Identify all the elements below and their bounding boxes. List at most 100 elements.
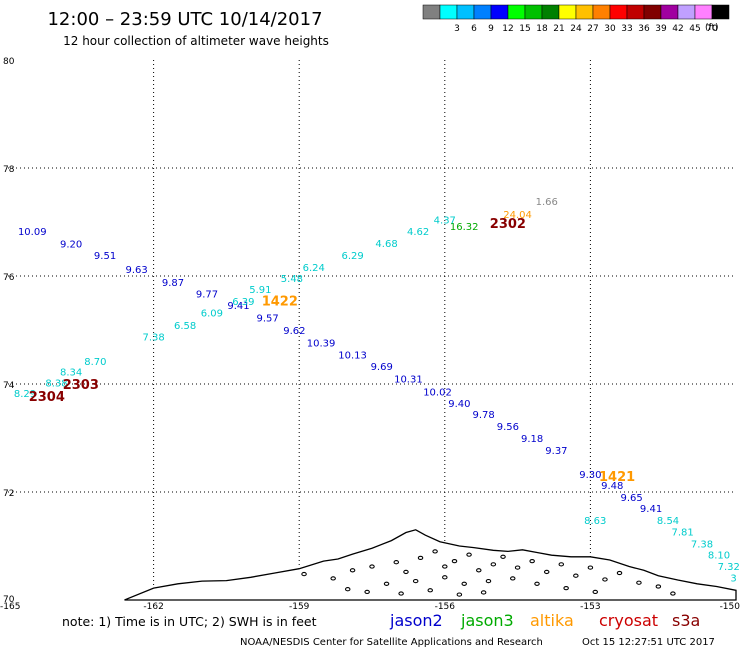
- y-tick-label: 78: [3, 165, 15, 175]
- colorbar-tick-label: 3: [454, 24, 460, 34]
- chart-subtitle: 12 hour collection of altimeter wave hei…: [63, 34, 329, 48]
- lake-marker: [383, 581, 390, 586]
- pass-time-label: 2302: [490, 217, 526, 232]
- y-tick-label: 70: [3, 595, 15, 605]
- colorbar-swatch: [575, 4, 594, 20]
- wave-height-label: 9.56: [497, 422, 519, 433]
- colorbar-tick-label: 6: [471, 24, 477, 34]
- lake-marker: [592, 589, 599, 595]
- pass-time-label: 2303: [63, 378, 99, 393]
- colorbar-tick-label: 36: [638, 24, 650, 34]
- colorbar-tick-label: 42: [672, 24, 683, 34]
- colorbar-swatch: [439, 4, 458, 20]
- footer-credit: NOAA/NESDIS Center for Satellite Applica…: [240, 637, 543, 648]
- colorbar-swatch: [490, 4, 509, 20]
- colorbar-tick-label: 70: [706, 24, 718, 34]
- lake-marker: [500, 554, 506, 559]
- wave-height-label: 3: [730, 573, 736, 584]
- wave-height-label: 8.70: [84, 357, 106, 368]
- wave-height-label: 9.30: [579, 470, 601, 481]
- wave-height-label: 8.63: [584, 516, 606, 527]
- wave-height-label: 9.77: [196, 289, 218, 300]
- lake-marker: [301, 571, 307, 577]
- colorbar-swatch: [643, 4, 662, 20]
- colorbar-swatch: [422, 4, 441, 20]
- wave-height-label: 9.62: [283, 326, 305, 337]
- pass-time-label: 1421: [599, 470, 635, 485]
- lake-marker: [456, 592, 463, 597]
- wave-height-label: 4.37: [434, 215, 456, 226]
- wave-height-label: 1.66: [536, 197, 558, 208]
- wave-height-label: 7.38: [691, 539, 713, 550]
- colorbar-tick-label: 39: [655, 24, 667, 34]
- colorbar-swatch: [626, 4, 645, 20]
- colorbar-tick-label: 18: [536, 24, 548, 34]
- x-tick-label: -150: [720, 602, 740, 612]
- wave-height-label: 8.29: [14, 389, 36, 400]
- lake-marker: [442, 575, 448, 580]
- lake-marker: [480, 590, 487, 595]
- satellite-legend-cryosat: cryosat: [599, 611, 658, 630]
- chart-grid: [8, 60, 736, 600]
- wave-height-labels: 10.099.209.519.639.879.779.419.579.6210.…: [14, 197, 740, 584]
- colorbar-tick-label: 24: [570, 24, 582, 34]
- colorbar-swatch: [592, 4, 611, 20]
- y-tick-label: 76: [3, 273, 15, 283]
- lake-marker: [412, 578, 419, 584]
- wave-height-label: 9.78: [472, 410, 494, 421]
- wave-height-label: 10.02: [423, 388, 452, 399]
- wave-height-label: 9.69: [371, 362, 393, 373]
- lake-marker: [563, 585, 569, 591]
- wave-height-label: 8.10: [708, 551, 730, 562]
- wave-height-label: 9.40: [448, 399, 470, 410]
- colorbar-tick-label: 9: [488, 24, 494, 34]
- wave-height-label: 9.41: [227, 301, 249, 312]
- lake-marker: [543, 569, 550, 575]
- wave-height-label: 6.39: [232, 297, 254, 308]
- lake-marker: [602, 577, 608, 582]
- wave-height-label: 7.38: [142, 332, 164, 343]
- wave-height-label: 5.48: [281, 274, 303, 285]
- lake-marker: [558, 562, 565, 567]
- footer-timestamp: Oct 15 12:27:51 UTC 2017: [582, 637, 715, 648]
- wave-height-label: 4.62: [407, 227, 429, 238]
- y-tick-label: 74: [3, 381, 15, 391]
- wave-height-label: 6.09: [201, 309, 223, 320]
- pass-time-label: 1422: [262, 294, 298, 309]
- wave-height-label: 9.18: [521, 434, 543, 445]
- wave-height-label: 16.32: [450, 222, 479, 233]
- y-tick-label: 72: [3, 489, 14, 499]
- wave-height-label: 5.91: [249, 285, 271, 296]
- colorbar-swatch: [507, 4, 526, 20]
- lake-marker: [432, 549, 438, 554]
- colorbar-tick-label: 30: [604, 24, 616, 34]
- lake-marker: [587, 565, 594, 570]
- wave-height-label: 10.13: [338, 350, 367, 361]
- wave-height-label: 9.57: [257, 314, 279, 325]
- colorbar-swatch: [558, 4, 577, 20]
- lake-marker: [330, 576, 336, 581]
- lake-marker: [442, 564, 448, 569]
- satellite-legend-jason2: jason2: [389, 611, 443, 630]
- colorbar-legend: 3 6 9 12 15 18 21 24 27 30 33 36 39 42 45 70: [422, 4, 730, 34]
- wave-height-label: 10.31: [394, 375, 423, 386]
- colorbar-tick-label: 21: [553, 24, 564, 34]
- lake-marker: [534, 581, 540, 586]
- colorbar-tick-label: 12: [502, 24, 513, 34]
- colorbar-swatch: [524, 4, 543, 20]
- x-tick-label: -159: [289, 602, 310, 612]
- lake-marker: [485, 578, 492, 584]
- wave-height-label: 7.32: [718, 562, 740, 573]
- wave-height-label: 7.81: [671, 527, 693, 538]
- colorbar-tick-label: 45: [689, 24, 700, 34]
- lake-marker: [369, 564, 375, 569]
- wave-height-label: 9.37: [545, 446, 567, 457]
- lake-marker: [616, 570, 623, 576]
- colorbar-tick-label: 27: [587, 24, 598, 34]
- lake-marker: [417, 555, 424, 561]
- x-tick-label: -165: [0, 602, 20, 612]
- colorbar-swatch: [711, 4, 730, 20]
- y-tick-label: 80: [3, 57, 15, 67]
